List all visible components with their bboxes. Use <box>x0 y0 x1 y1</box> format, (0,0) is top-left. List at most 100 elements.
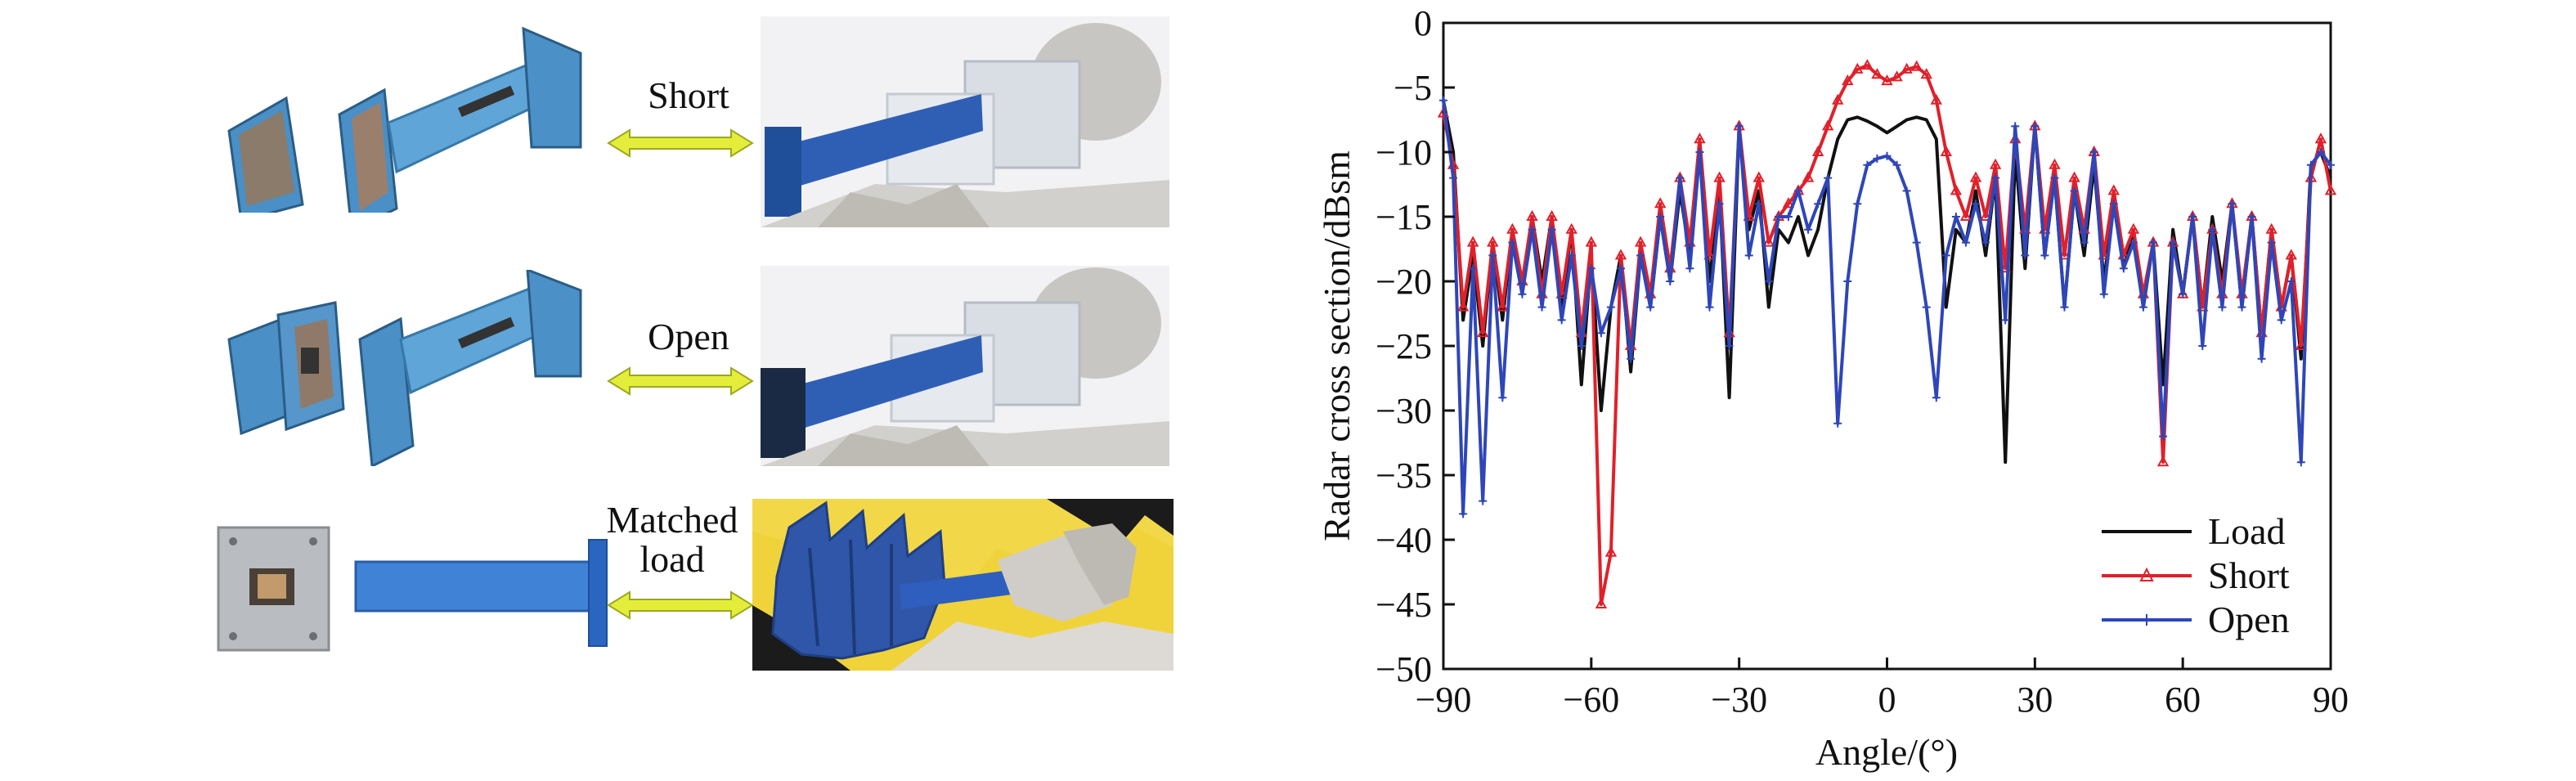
data-point <box>2218 303 2227 312</box>
data-point <box>1479 496 1488 505</box>
data-point <box>1959 209 1972 221</box>
y-tick-label: −25 <box>1376 326 1432 366</box>
data-point <box>2306 160 2315 169</box>
data-point <box>1449 173 1458 182</box>
data-point <box>1832 93 1844 105</box>
y-axis-label: Radar cross section/dBsm <box>1316 150 1358 541</box>
data-point <box>1456 300 1470 312</box>
data-point <box>1892 160 1901 169</box>
double-arrow-icon <box>607 365 754 402</box>
data-point <box>1725 342 1734 350</box>
data-point <box>2285 249 2297 260</box>
data-point <box>2050 173 2059 182</box>
row-label-matched-line2: load <box>640 538 705 581</box>
data-point <box>1764 277 1773 285</box>
data-point <box>2001 316 2010 325</box>
tick-layer: −90 −60 −30 0 30 60 90 0 −5 −10 −15 −20 −25 −30 −35 −40… <box>1376 3 2349 720</box>
data-point <box>2316 148 2325 156</box>
legend-label: Short <box>2208 554 2290 596</box>
data-point <box>2327 160 2335 169</box>
data-point <box>1920 68 1932 79</box>
y-tick-label: −45 <box>1376 585 1432 625</box>
data-point <box>1715 200 1724 209</box>
data-point <box>2127 222 2140 234</box>
data-point <box>2099 290 2108 298</box>
data-point <box>1654 197 1667 209</box>
data-point <box>1951 213 1960 221</box>
data-point <box>2040 251 2049 260</box>
x-tick-label: 90 <box>2313 680 2349 720</box>
data-point <box>1941 251 1950 260</box>
data-point <box>1883 151 1892 160</box>
data-point <box>2247 213 2256 221</box>
short-rcs-test-photo <box>761 16 1169 227</box>
row-label-short: Short <box>648 74 729 116</box>
data-point <box>1774 213 1783 221</box>
data-point <box>1891 70 1903 82</box>
x-tick-label: −90 <box>1416 680 1472 720</box>
data-point <box>1627 354 1636 363</box>
data-point <box>2287 277 2296 285</box>
double-arrow-icon <box>607 127 754 164</box>
data-point <box>1705 303 1714 312</box>
y-tick-label: −40 <box>1376 520 1432 560</box>
plot-frame <box>1442 21 2332 671</box>
data-point <box>1695 148 1704 156</box>
data-point <box>1477 326 1489 338</box>
data-point <box>2237 303 2246 312</box>
data-point <box>1694 132 1706 144</box>
data-point <box>2109 200 2118 209</box>
data-point <box>1794 186 1802 195</box>
legend-label: Open <box>2208 599 2290 640</box>
data-point <box>1833 419 1842 428</box>
data-point <box>2156 456 2170 467</box>
matched-load-parts-photo <box>217 523 617 658</box>
setup-photo-panel: Short Open <box>0 0 1276 781</box>
data-point <box>1784 213 1793 221</box>
data-point <box>2080 238 2089 247</box>
data-point <box>2011 122 2020 131</box>
data-point <box>1804 225 1813 234</box>
x-tick-label: −30 <box>1711 680 1767 720</box>
data-point <box>2021 251 2030 260</box>
x-tick-label: −60 <box>1563 680 1619 720</box>
data-point <box>1547 225 1556 234</box>
data-point <box>1754 200 1763 209</box>
data-point <box>2159 432 2168 441</box>
data-point <box>1863 160 1872 169</box>
data-point <box>1871 68 1883 79</box>
data-point <box>2169 238 2178 247</box>
data-point <box>2070 186 2079 195</box>
y-tick-label: −30 <box>1376 391 1432 431</box>
data-point <box>1596 329 1605 338</box>
legend-marker <box>2139 567 2154 581</box>
y-tick-label: 0 <box>1414 3 1432 43</box>
data-point <box>1606 303 1615 312</box>
y-tick-label: −35 <box>1376 456 1432 496</box>
data-point <box>1735 122 1744 131</box>
data-point <box>2068 171 2080 182</box>
data-point <box>1824 173 1833 182</box>
data-point <box>1526 209 1538 221</box>
data-point <box>2060 303 2069 312</box>
data-point <box>2058 249 2071 260</box>
data-point <box>1881 74 1893 86</box>
open-rcs-test-photo <box>761 266 1169 466</box>
data-point <box>1488 251 1497 260</box>
data-point <box>2138 303 2147 312</box>
y-tick-label: −10 <box>1376 132 1432 173</box>
data-point <box>1636 251 1645 260</box>
matched-load-rcs-test-photo <box>752 499 1174 671</box>
data-point <box>2314 132 2327 144</box>
data-point <box>2129 238 2138 247</box>
data-point <box>1802 171 1815 182</box>
data-point <box>1557 316 1566 325</box>
series-line-open <box>1442 100 2332 516</box>
data-point <box>1595 597 1608 608</box>
short-waveguide-parts-photo <box>221 16 589 213</box>
data-point <box>1439 96 1447 105</box>
data-point <box>1567 251 1576 260</box>
data-point <box>1910 60 1923 71</box>
data-point <box>1814 200 1823 209</box>
x-tick-label: 0 <box>1878 680 1896 720</box>
